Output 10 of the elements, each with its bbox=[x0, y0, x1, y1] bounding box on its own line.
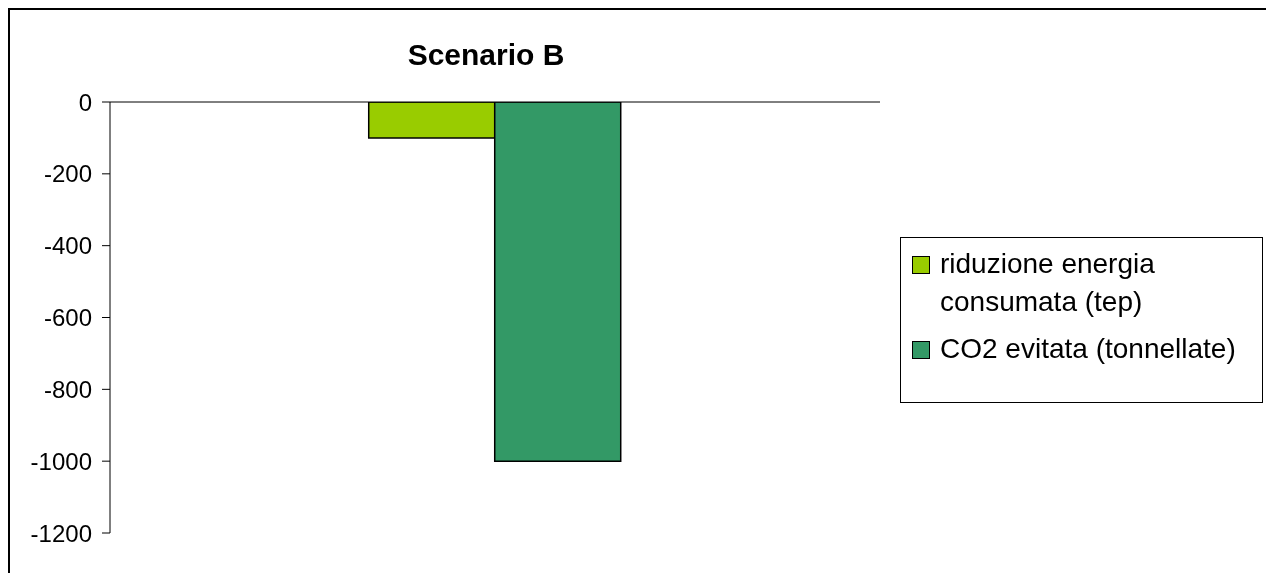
y-tick-label: -600 bbox=[43, 304, 92, 332]
y-tick-label: -1200 bbox=[30, 519, 92, 547]
y-tick-label: -800 bbox=[43, 375, 92, 403]
chart-title: Scenario B bbox=[406, 38, 566, 72]
y-tick-label: -200 bbox=[43, 160, 92, 188]
y-tick-label: -400 bbox=[43, 232, 92, 260]
y-tick-label: 0 bbox=[78, 88, 92, 116]
y-tick-label: -1000 bbox=[30, 447, 92, 475]
legend-label: riduzione energia consumata (tep) bbox=[940, 247, 1156, 319]
legend-label: CO2 evitata (tonnellate) bbox=[940, 332, 1237, 366]
